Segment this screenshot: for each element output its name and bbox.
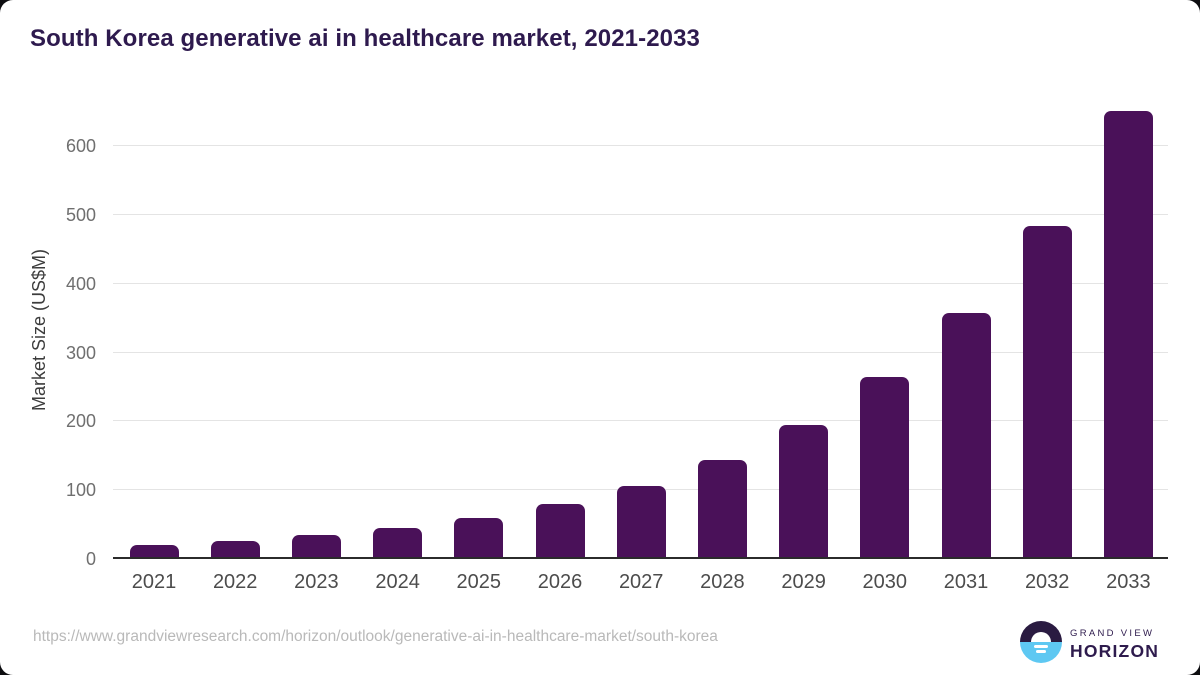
bar-2028[interactable] — [697, 460, 747, 558]
x-axis-tick-label: 2024 — [375, 571, 420, 593]
x-axis-tick-label: 2023 — [294, 571, 339, 593]
bar-2033[interactable] — [1103, 111, 1153, 558]
x-axis-tick-label: 2032 — [1024, 571, 1070, 593]
x-axis-tick-label: 2022 — [212, 571, 258, 593]
bar-2027[interactable] — [616, 486, 666, 558]
x-axis-tick-label: 2027 — [618, 571, 664, 593]
gridline-300 — [113, 351, 1168, 353]
x-axis-tick-label: 2030 — [862, 571, 908, 593]
page-title: South Korea generative ai in healthcare … — [30, 25, 701, 52]
x-axis-tick-label: 2026 — [537, 571, 583, 593]
x-axis-tick-label: 2021 — [131, 571, 177, 593]
x-axis-tick-label: 2028 — [700, 571, 745, 593]
bar-2030[interactable] — [860, 377, 910, 558]
bar-2025[interactable] — [454, 517, 504, 558]
bar-2023[interactable] — [291, 535, 341, 558]
bar-2021[interactable] — [129, 545, 179, 558]
brand-logo: GRAND VIEW HORIZON — [1020, 621, 1159, 663]
y-axis-title: Market Size (US$M) — [29, 248, 49, 412]
x-axis-tick-label: 2025 — [456, 571, 502, 593]
source-url: https://www.grandviewresearch.com/horizo… — [33, 628, 718, 645]
bar-2029[interactable] — [779, 424, 829, 558]
gridline-600 — [113, 145, 1168, 147]
plot-area — [113, 101, 1168, 559]
bar-2032[interactable] — [1022, 226, 1072, 558]
bar-2024[interactable] — [373, 527, 423, 558]
bar-2022[interactable] — [210, 540, 260, 558]
brand-wordmark: GRAND VIEW HORIZON — [1070, 621, 1159, 662]
x-axis-line — [113, 557, 1168, 559]
x-axis-tick-label: 2031 — [943, 571, 989, 593]
bar-2026[interactable] — [535, 503, 585, 558]
gridline-400 — [113, 282, 1168, 284]
gridline-500 — [113, 214, 1168, 215]
sun-reflection-1 — [1034, 645, 1048, 648]
brand-product-name: HORIZON — [1070, 641, 1160, 661]
x-axis-tick-label: 2033 — [1106, 571, 1151, 593]
x-axis-tick-label: 2029 — [781, 571, 826, 593]
sun-dome — [1031, 632, 1051, 642]
sunrise-icon — [1020, 621, 1062, 663]
gridline-200 — [113, 420, 1168, 422]
brand-company-name: GRAND VIEW — [1070, 628, 1155, 639]
bar-2031[interactable] — [941, 312, 991, 558]
sun-reflection-2 — [1036, 650, 1046, 653]
